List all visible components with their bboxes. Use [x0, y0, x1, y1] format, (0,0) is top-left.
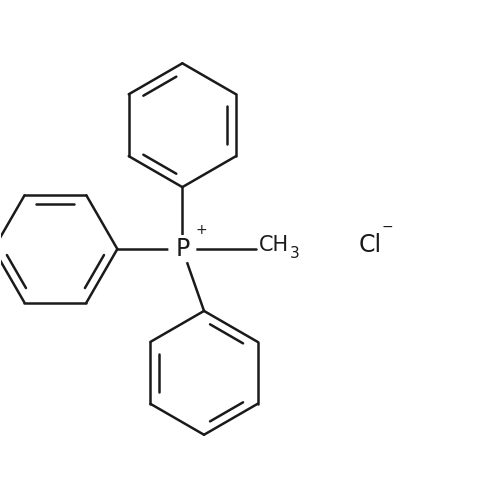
Text: CH: CH [259, 235, 289, 255]
Text: −: − [381, 220, 393, 234]
Text: Cl: Cl [359, 233, 382, 257]
Circle shape [169, 236, 196, 262]
Text: P: P [175, 237, 190, 261]
Text: 3: 3 [290, 246, 300, 261]
Text: +: + [195, 223, 207, 237]
